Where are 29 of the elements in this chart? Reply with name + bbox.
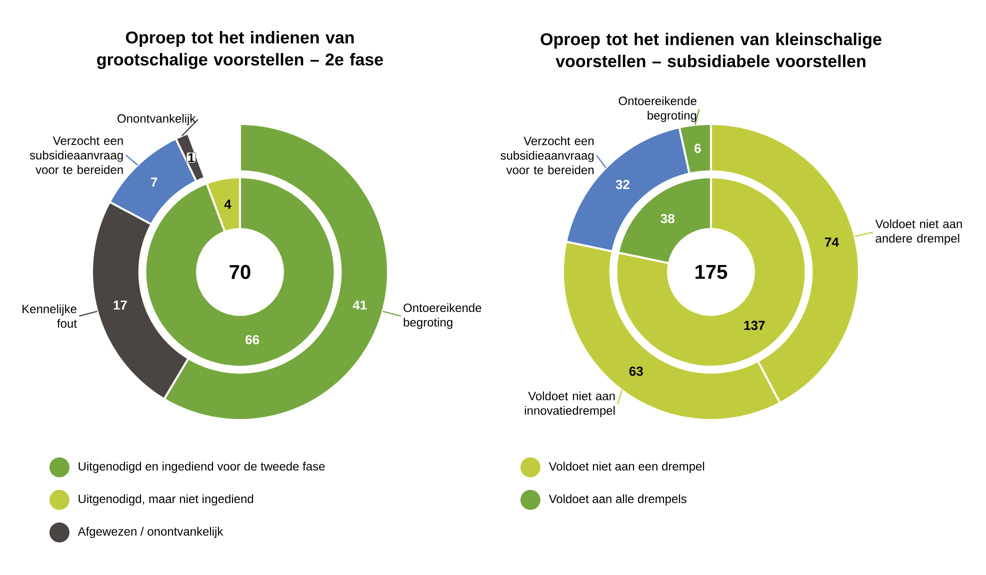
data-label: 17 — [114, 300, 127, 310]
slice-label: Voldoet niet aan innovatiedrempel — [524, 391, 615, 418]
data-label: 32 — [616, 180, 630, 190]
data-label: 4 — [224, 200, 232, 209]
legend-label: Voldoet aan alle drempels — [548, 494, 686, 506]
data-label: 6 — [694, 144, 701, 153]
slice-label: Onontvankelijk — [118, 114, 196, 126]
chart-title: Oproep tot het indienen van kleinschalige voorstellen – subsidiabele voorstellen — [540, 32, 882, 68]
data-label: 1 — [188, 153, 194, 162]
legend-label: Uitgenodigd en ingediend voor de tweede fase — [78, 462, 325, 473]
slice-label: Kennelijke fout — [22, 304, 77, 328]
slice-label: Ontoereikende begroting — [618, 96, 696, 122]
data-label: 41 — [352, 300, 367, 310]
text: 70 — [230, 264, 250, 280]
slice-label: Verzocht een subsidieaanvraag voor te bereiden — [30, 136, 123, 174]
data-label: 38 — [660, 214, 674, 224]
data-label: 137 — [744, 320, 765, 330]
slice-label: Verzocht een subsidieaanvraag voor te bereiden — [500, 136, 594, 174]
slice-label: Ontoereikende begroting — [404, 303, 482, 329]
text: 175 — [696, 265, 728, 279]
chart-title: Oproep tot het indienen van grootschalige voorstellen – 2e fase — [97, 31, 384, 69]
data-label: 63 — [629, 366, 643, 376]
data-label: 66 — [246, 335, 260, 344]
legend-label: Uitgenodigd, maar niet ingediend — [78, 494, 254, 506]
data-label: 7 — [151, 178, 158, 187]
legend-label: Voldoet niet aan een drempel — [548, 462, 704, 473]
slice-label: Voldoet niet aan andere drempel — [875, 219, 962, 246]
legend-label: Afgewezen / onontvankelijk — [78, 526, 224, 538]
data-label: 74 — [825, 238, 839, 247]
